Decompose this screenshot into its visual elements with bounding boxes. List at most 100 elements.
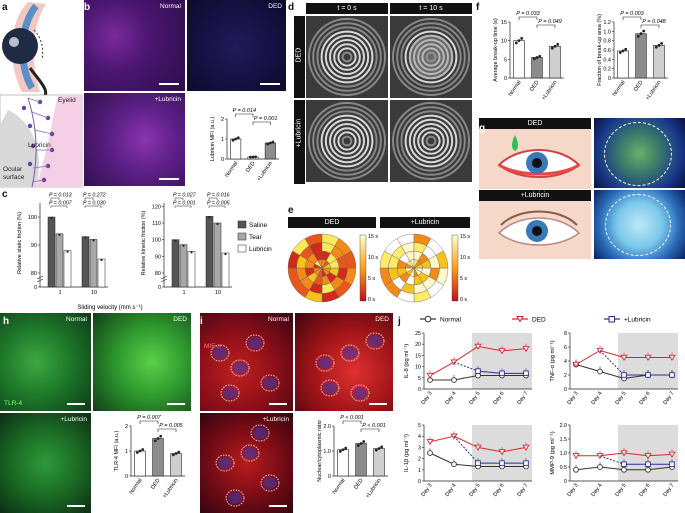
scale-bar	[167, 403, 185, 405]
ocular-surface-label: Ocular surface	[3, 166, 24, 182]
nucleus	[318, 357, 332, 369]
marker-ded	[620, 354, 628, 361]
scale-bar	[369, 403, 387, 405]
panel-label-j: j	[398, 316, 401, 327]
colorbar-ded	[359, 234, 367, 302]
fringe-ring	[329, 123, 365, 159]
x-tick-label: Day 7	[516, 483, 529, 498]
fringe-ring	[333, 127, 361, 155]
marker-lubricin	[669, 372, 675, 378]
legend-label: Lubricin	[249, 246, 272, 253]
p-value: P = 0.005	[159, 423, 183, 429]
nucleus-outline	[215, 454, 235, 472]
data-point	[341, 448, 345, 452]
panel-label-i: i	[200, 316, 203, 327]
nuclei-overlay	[210, 332, 385, 507]
x-tick-label: Day 5	[614, 391, 627, 406]
sig-bracket	[157, 428, 177, 432]
fringe-ring	[396, 22, 466, 92]
header-g-lubricin: +Lubricin	[479, 190, 591, 201]
marker-ded	[498, 348, 506, 355]
y-tick-label: 5	[418, 423, 421, 429]
marker-lubricin	[621, 461, 627, 467]
p-value: P < 0.001	[362, 423, 386, 429]
bar	[531, 57, 543, 79]
y-axis-label: IL-8 (pg ml⁻¹)	[404, 344, 410, 379]
legend-label: Normal	[440, 317, 462, 324]
bar-tear	[213, 222, 222, 288]
fringe-ring	[400, 26, 462, 88]
nucleus-outline	[260, 374, 280, 392]
series-line-dashed	[453, 361, 479, 372]
fringe-ring	[341, 51, 353, 63]
nucleus-outline	[260, 474, 280, 492]
y-tick-label: 1.5	[560, 437, 567, 443]
data-point	[520, 37, 524, 40]
x-tick-label: +Lubricin	[162, 478, 180, 500]
marker-ded	[644, 453, 652, 460]
micrograph-h-lubricin-label: +Lubricin	[60, 416, 87, 423]
p-value: P < 0.001	[340, 415, 364, 421]
scale-bar	[159, 83, 179, 85]
data-point	[174, 239, 177, 242]
y-tick-label: 110	[152, 221, 161, 227]
y-tick-label: 1	[125, 449, 128, 455]
micrograph-i-ded-label: DED	[375, 316, 389, 323]
data-point	[338, 449, 342, 453]
y-tick-label: 0	[328, 474, 331, 480]
fringe-ring	[408, 118, 454, 164]
x-tick-label: DED	[150, 478, 162, 491]
colorbar-label: 15 s	[368, 234, 378, 240]
bar	[635, 33, 647, 79]
fringe-ring	[320, 114, 374, 168]
y-tick-label: 0.8	[603, 39, 611, 45]
breakup-heatmaps: 15 s 15 s 10 s 10 s 5 s 5 s 0 s 0 s	[287, 233, 470, 303]
nucleus	[213, 347, 227, 359]
nucleus-outline	[240, 444, 260, 462]
fringe-ring	[421, 131, 441, 151]
bar	[134, 450, 146, 477]
x-tick-label: DED	[633, 80, 645, 93]
eye-schematic	[0, 2, 83, 188]
data-point	[58, 233, 61, 236]
marker-lubricin	[499, 460, 505, 466]
sig-bracket	[640, 24, 660, 28]
stain-label-tlr4: TLR-4	[4, 400, 23, 407]
fringe-ring	[308, 102, 386, 180]
data-point	[92, 239, 95, 242]
micrograph-i-lubricin: +Lubricin	[200, 413, 293, 513]
header-g-ded: DED	[479, 118, 591, 129]
x-tick-label: Normal	[612, 80, 627, 98]
marker-ded	[426, 372, 434, 380]
data-point	[50, 216, 53, 220]
bar-tear	[89, 239, 98, 288]
data-point	[642, 29, 646, 33]
x-tick-label: 10	[215, 290, 221, 296]
y-tick-label: 90	[155, 254, 161, 260]
y-tick-label: 0	[418, 387, 421, 393]
fringe-ring	[312, 106, 382, 176]
axis-break	[36, 278, 44, 283]
x-tick-label: DED	[245, 161, 257, 174]
x-tick-label: Day 3	[420, 391, 433, 406]
y-tick-label: 25	[415, 331, 421, 337]
data-point	[621, 49, 625, 53]
bar	[355, 443, 367, 477]
p-value: P = 0.007	[49, 201, 73, 207]
sig-bracket	[342, 420, 362, 424]
header-t0: t = 0 s	[306, 3, 388, 14]
data-point	[231, 138, 235, 142]
p-value: P = 0.016	[207, 193, 230, 199]
bar	[152, 438, 164, 477]
marker-lubricin	[523, 460, 529, 466]
y-axis-label: TLR-4 MFI (a.u.)	[114, 431, 120, 472]
sig-bracket	[174, 197, 184, 200]
marker-normal	[597, 368, 603, 375]
heatmap-cell	[343, 250, 357, 269]
sig-bracket	[84, 197, 94, 200]
x-tick-label: Day 5	[468, 483, 481, 498]
ocular-surface-line1: Ocular	[3, 166, 23, 173]
data-point	[359, 442, 363, 445]
